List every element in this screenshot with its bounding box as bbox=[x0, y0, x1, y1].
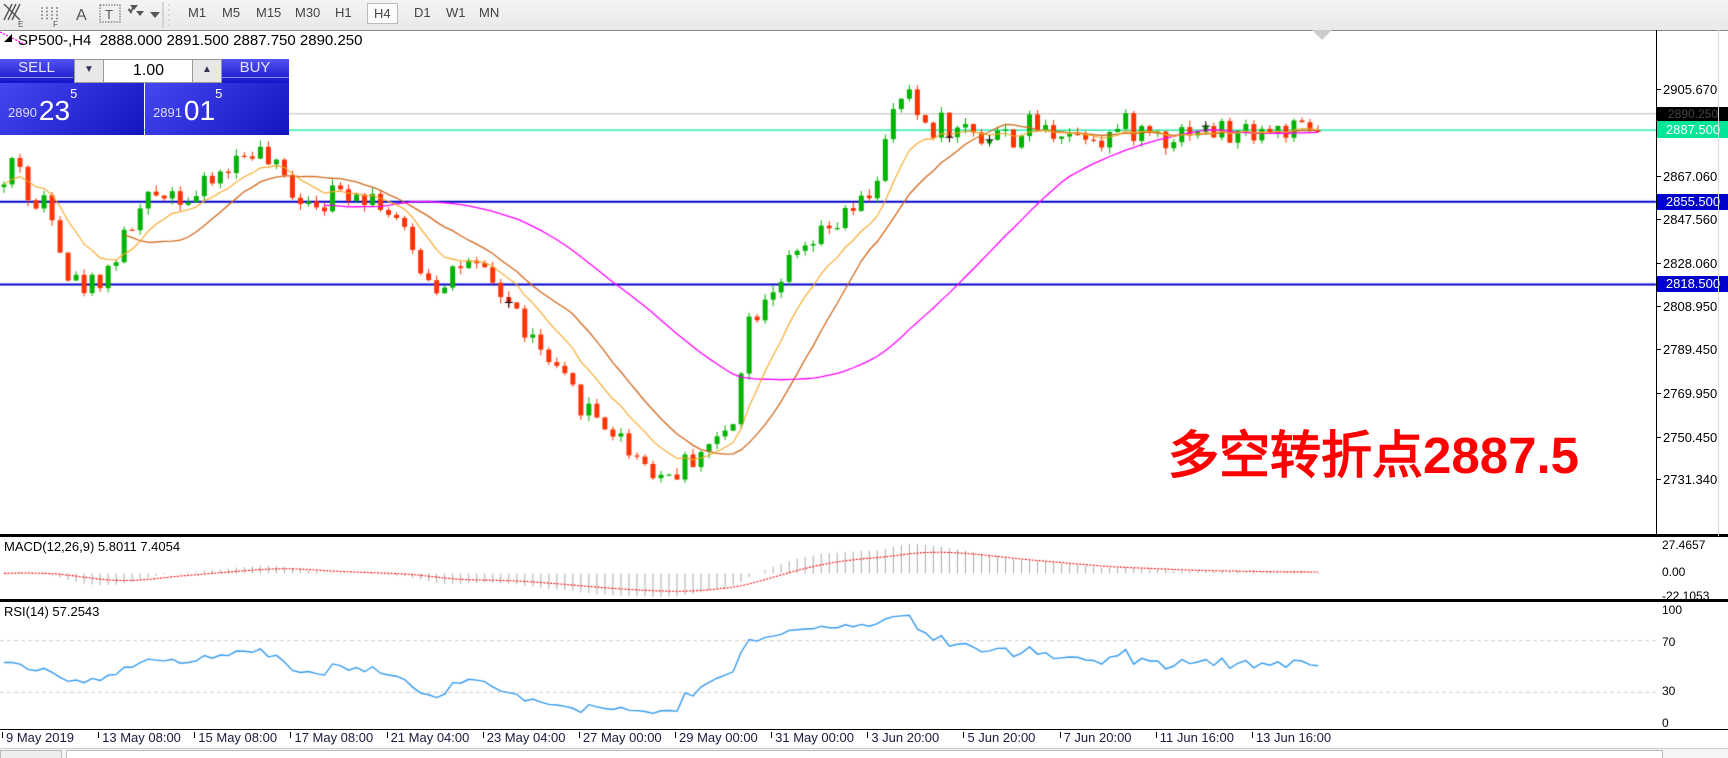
svg-text:E: E bbox=[18, 20, 23, 29]
svg-text:T: T bbox=[105, 7, 113, 22]
svg-text:F: F bbox=[53, 20, 58, 29]
svg-text:A: A bbox=[76, 7, 87, 24]
